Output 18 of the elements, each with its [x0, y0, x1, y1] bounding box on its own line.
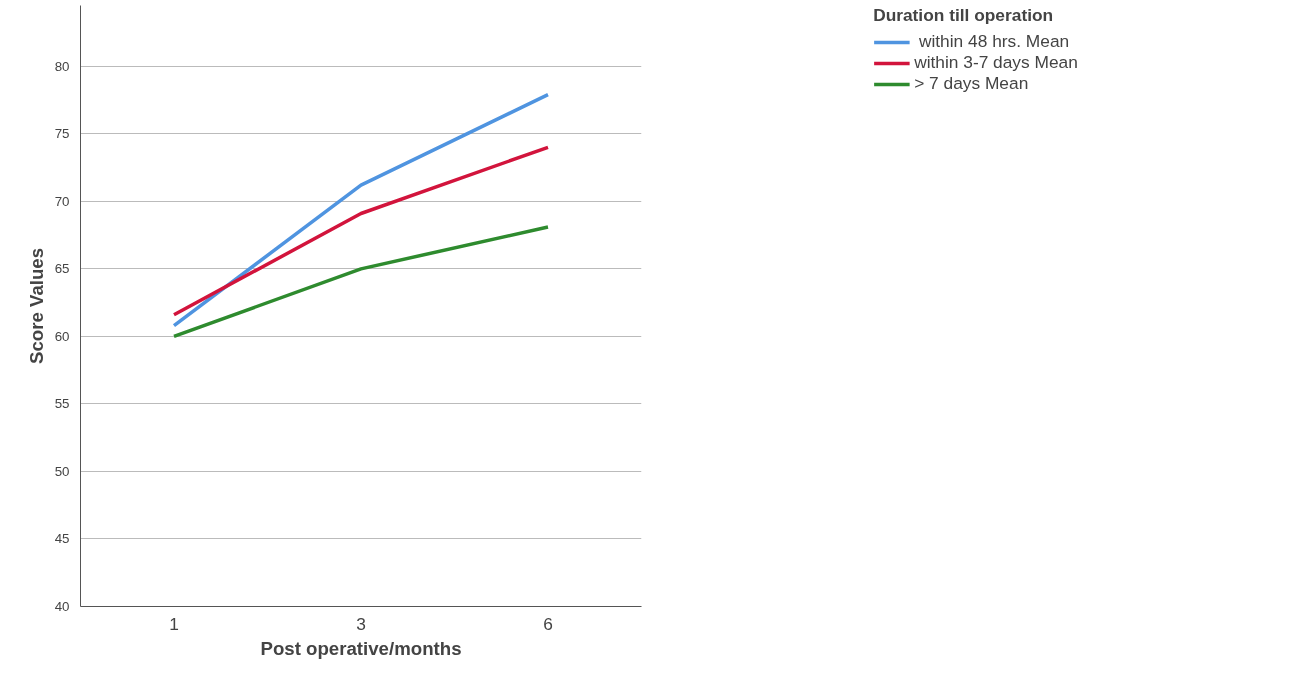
- x-axis-title: Post operative/months: [260, 637, 462, 659]
- y-tick-label: 65: [54, 261, 70, 277]
- y-tick-label: 50: [54, 463, 70, 479]
- y-tick-label: 40: [54, 599, 70, 614]
- y-tick-label: 70: [54, 193, 70, 209]
- y-axis-title: Score Values: [25, 247, 47, 365]
- y-tick-label: 55: [54, 396, 70, 412]
- legend-label: > 7 days Mean: [914, 73, 1029, 94]
- legend-label: within 3-7 days Mean: [914, 52, 1078, 73]
- x-tick-label: 1: [169, 613, 179, 634]
- y-tick-label: 75: [54, 126, 70, 142]
- y-tick-label: 60: [54, 328, 70, 344]
- x-tick-label: 6: [543, 613, 553, 634]
- legend-label: within 48 hrs. Mean: [917, 31, 1070, 52]
- y-tick-label: 45: [54, 531, 70, 547]
- x-tick-label: 3: [356, 613, 366, 634]
- legend-title: Duration till operation: [873, 5, 1055, 26]
- y-tick-label: 80: [54, 58, 70, 74]
